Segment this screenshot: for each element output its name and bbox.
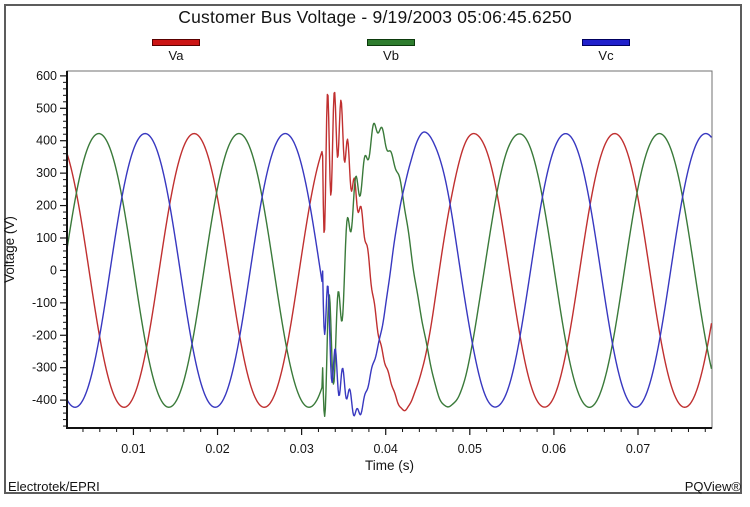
x-tick-label: 0.02 (205, 442, 229, 456)
y-tick-label: 400 (36, 134, 57, 148)
footer-brand-right: PQView® (684, 479, 741, 494)
legend-label-vb: Vb (383, 48, 399, 63)
y-tick-label: 600 (36, 69, 57, 83)
waveform-vc (67, 131, 712, 417)
legend-label-vc: Vc (598, 48, 614, 63)
y-tick-label: 100 (36, 231, 57, 245)
y-tick-label: 500 (36, 101, 57, 115)
waveform-vb (67, 122, 712, 417)
x-tick-label: 0.01 (121, 442, 145, 456)
waveform-va (67, 91, 712, 412)
y-tick-label: 0 (50, 263, 57, 277)
footer-brand-left: Electrotek/EPRI (8, 479, 100, 494)
y-axis-label: Voltage (V) (2, 216, 17, 283)
y-tick-label: -200 (32, 328, 57, 342)
x-tick-label: 0.04 (374, 442, 398, 456)
legend-item-vc: Vc (561, 39, 651, 63)
y-tick-label: 300 (36, 166, 57, 180)
x-tick-label: 0.06 (542, 442, 566, 456)
legend-label-va: Va (168, 48, 184, 63)
y-tick-label: -300 (32, 361, 57, 375)
plot-area[interactable] (66, 70, 713, 429)
legend-swatch-vb (367, 39, 415, 46)
legend-swatch-vc (582, 39, 630, 46)
y-tick-label: -100 (32, 296, 57, 310)
legend-swatch-va (152, 39, 200, 46)
legend-item-vb: Vb (346, 39, 436, 63)
legend-item-va: Va (131, 39, 221, 63)
x-tick-label: 0.03 (289, 442, 313, 456)
y-tick-label: -400 (32, 393, 57, 407)
y-tick-label: 200 (36, 199, 57, 213)
chart-title: Customer Bus Voltage - 9/19/2003 05:06:4… (178, 7, 572, 27)
x-tick-label: 0.07 (626, 442, 650, 456)
x-tick-label: 0.05 (458, 442, 482, 456)
x-axis-label: Time (s) (365, 458, 414, 473)
